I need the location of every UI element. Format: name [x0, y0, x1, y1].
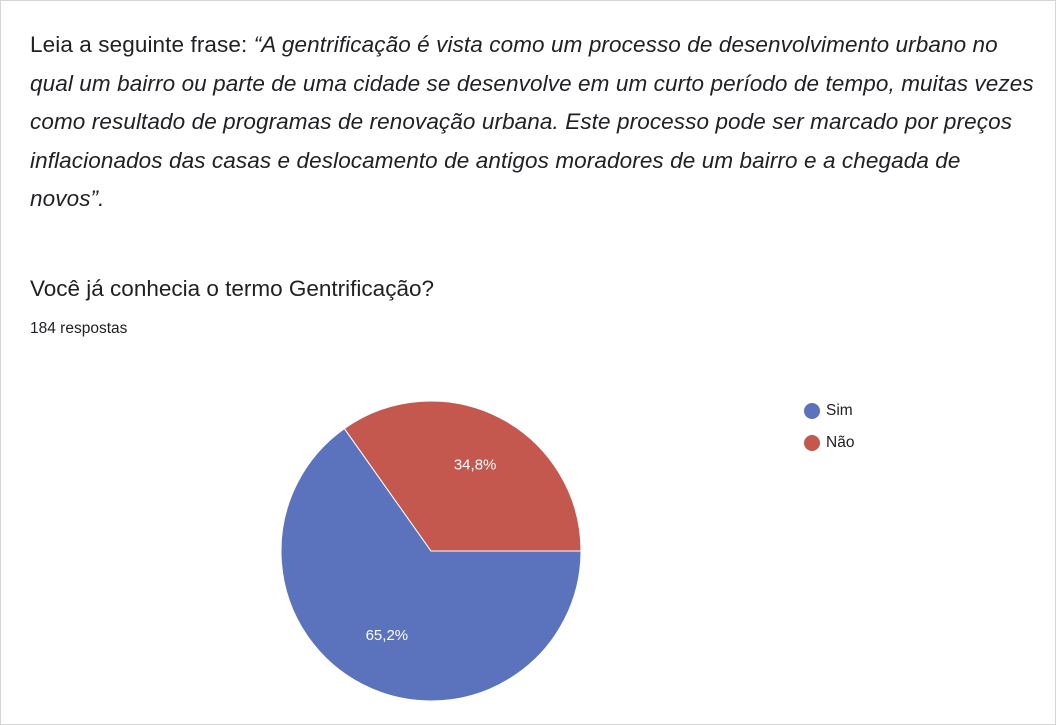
pie-slice	[280, 427, 582, 702]
legend-swatch	[804, 435, 820, 451]
legend-label: Não	[826, 434, 854, 451]
intro: Leia a seguinte frase:	[30, 32, 248, 57]
pie-slice	[343, 400, 582, 552]
prompt: Leia a seguinte frase: “A gentrificação …	[30, 26, 1040, 219]
legend-label: Sim	[826, 402, 853, 419]
quote: “A gentrificação é vista como um process…	[30, 32, 1034, 211]
slice-label: 34,8%	[454, 457, 497, 474]
slice-label: 65,2%	[366, 627, 409, 644]
legend-swatch	[804, 403, 820, 419]
question-title: Você já conhecia o termo Gentrificação?	[30, 276, 434, 301]
response-count: 184 respostas	[30, 320, 128, 337]
